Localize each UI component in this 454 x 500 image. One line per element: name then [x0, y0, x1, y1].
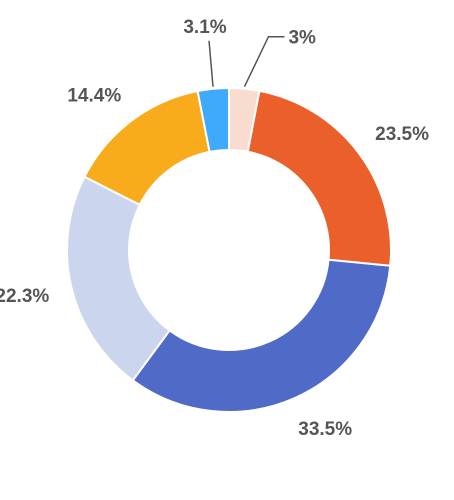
donut-slices — [66, 86, 392, 413]
slice-label-3: 22.3% — [0, 286, 49, 307]
leader-line-5 — [208, 40, 214, 87]
leader-line-0 — [243, 35, 285, 88]
slice-label-0: 3% — [288, 28, 316, 49]
slice-3 — [66, 175, 172, 382]
slice-label-5: 3.1% — [183, 17, 226, 38]
slice-label-1: 23.5% — [375, 124, 429, 145]
slice-5 — [196, 86, 230, 154]
slice-labels: 3% 23.5% 33.5% 22.3% 14.4% 3.1% — [0, 17, 429, 440]
slice-1 — [246, 89, 392, 267]
slice-label-2: 33.5% — [298, 419, 352, 440]
slice-2 — [131, 258, 392, 413]
slice-label-4: 14.4% — [67, 86, 121, 107]
leader-lines — [208, 35, 285, 88]
